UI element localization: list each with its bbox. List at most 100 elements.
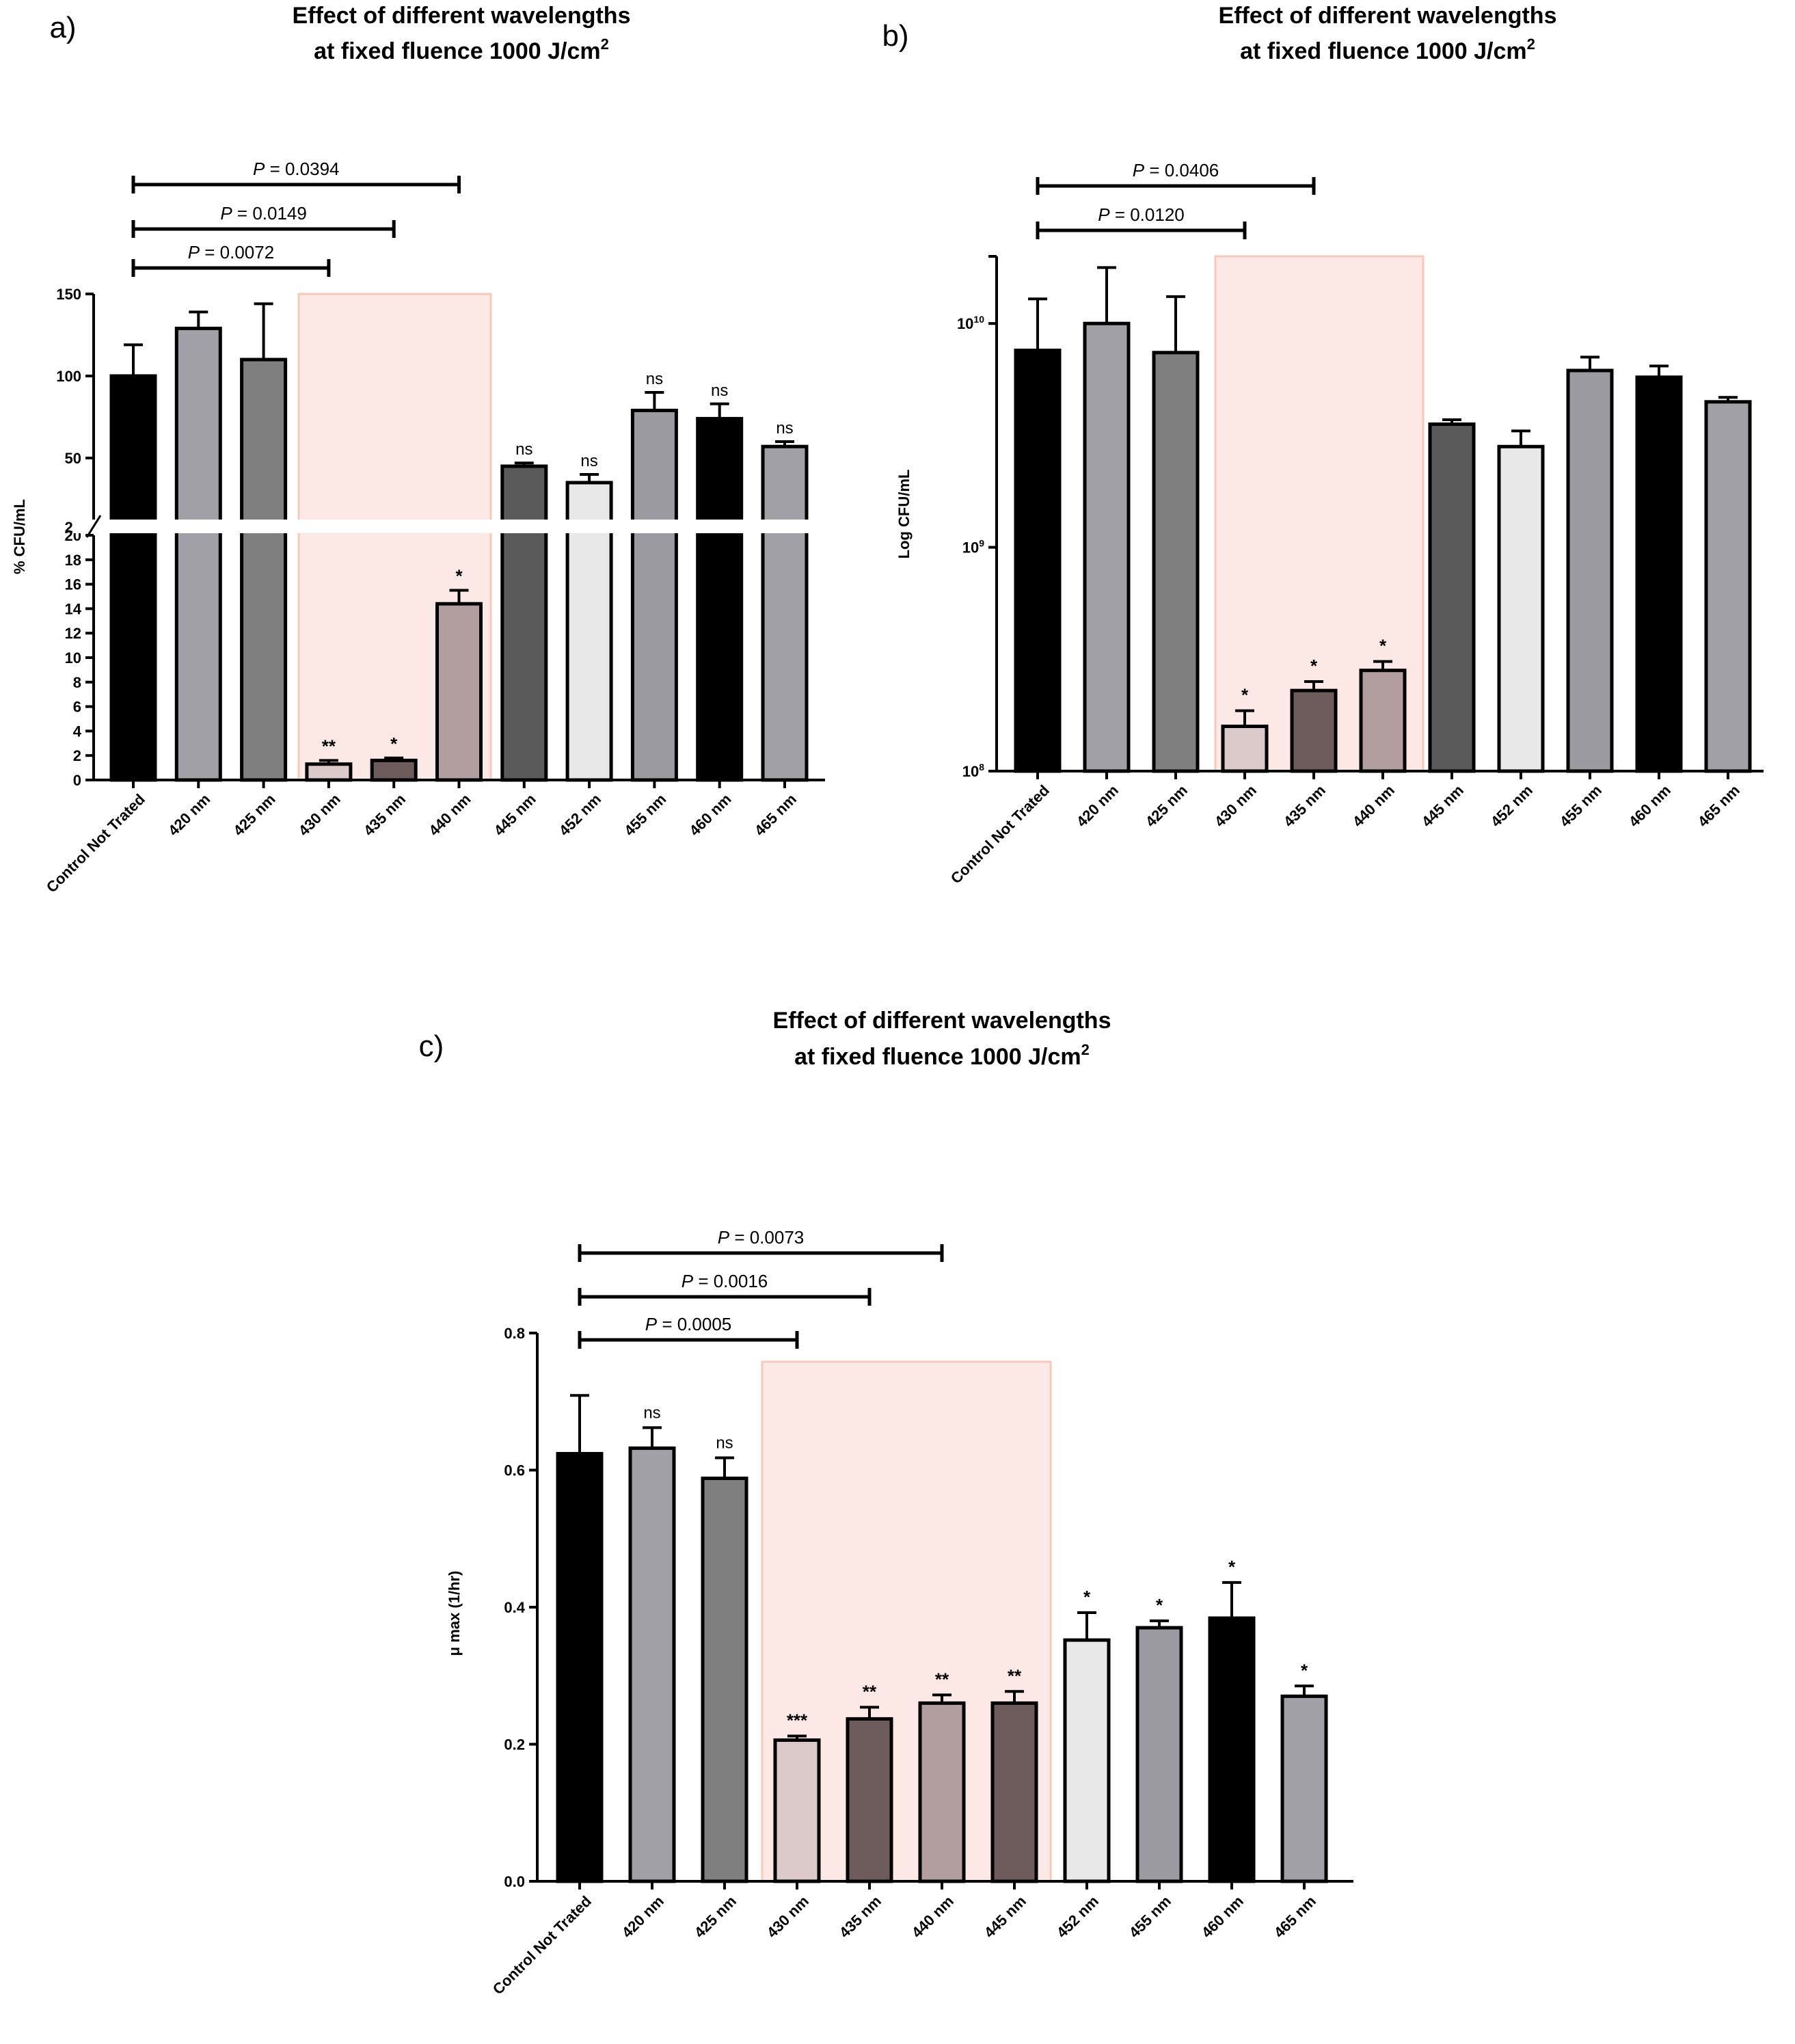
- x-tick-label: 430 nm: [295, 790, 344, 839]
- bracket-p-value: = 0.0406: [1144, 160, 1219, 180]
- panel-label-c: c): [419, 1030, 444, 1063]
- bracket-pvalue-0: P = 0.0394: [253, 159, 340, 179]
- bar-2: [240, 358, 288, 782]
- bracket-pvalue-1: P = 0.0149: [220, 203, 307, 224]
- x-tick-label: 440 nm: [1349, 781, 1398, 830]
- x-tick-label: 440 nm: [908, 1892, 957, 1941]
- title-text: at fixed fluence 1000 J/cm: [1240, 38, 1527, 64]
- significance-label-1: ns: [643, 1403, 660, 1422]
- significance-label-4: *: [390, 734, 398, 754]
- bar-0: [1014, 349, 1062, 773]
- chart-title-line1: Effect of different wavelengths: [773, 1008, 1111, 1034]
- bracket-pvalue-0: P = 0.0406: [1133, 160, 1219, 180]
- bar-8: [1566, 368, 1614, 773]
- x-tick-label: 425 nm: [691, 1892, 740, 1941]
- bracket-pvalue-1: P = 0.0120: [1098, 204, 1185, 225]
- y-tick-label: 150: [56, 286, 81, 303]
- y-tick-label: 0.8: [504, 1325, 525, 1342]
- significance-label-6: ns: [515, 440, 532, 459]
- bracket-p-symbol: P: [718, 1227, 730, 1248]
- bracket-p-value: = 0.0394: [265, 159, 339, 179]
- bracket-p-symbol: P: [1098, 204, 1110, 225]
- bracket-p-symbol: P: [645, 1314, 658, 1334]
- x-tick-label: Control Not Trated: [947, 781, 1053, 887]
- x-tick-label: Control Not Trated: [489, 1892, 595, 1998]
- panel-label-b: b): [882, 19, 908, 53]
- bar-3: [1221, 725, 1269, 773]
- x-tick-label: 445 nm: [1418, 781, 1467, 830]
- y-axis-title: % CFU/mL: [11, 499, 28, 574]
- tick-exponent: 10: [973, 314, 984, 325]
- y-tick-label: 0: [73, 772, 81, 789]
- bar-1: [1083, 321, 1131, 773]
- significance-label-7: *: [1083, 1587, 1091, 1607]
- bracket-p-value: = 0.0120: [1110, 204, 1185, 225]
- title-superscript: 2: [1527, 36, 1535, 53]
- x-tick-label: 465 nm: [1695, 781, 1743, 830]
- x-tick-label: 435 nm: [360, 790, 409, 839]
- axis-break-mark: [85, 515, 102, 538]
- y-tick-label: 6: [73, 699, 81, 716]
- bracket-pvalue-2: P = 0.0005: [645, 1314, 732, 1334]
- x-tick-label: 425 nm: [1142, 781, 1191, 830]
- bar-8: [1135, 1626, 1183, 1883]
- y-axis-title-text: max (1/hr): [446, 1571, 463, 1643]
- y-tick-label: 14: [65, 600, 82, 617]
- bar-7: [1497, 444, 1545, 773]
- significance-label-7: ns: [580, 452, 597, 470]
- tick-base: 10: [962, 763, 979, 780]
- title-superscript: 2: [601, 36, 609, 53]
- x-tick-label: 435 nm: [836, 1892, 885, 1941]
- significance-label-5: *: [1379, 636, 1387, 656]
- y-tick-label: 100: [56, 368, 81, 385]
- y-tick-label: 108: [962, 762, 984, 780]
- x-tick-label: 420 nm: [1073, 781, 1122, 830]
- y-tick-label: 8: [73, 674, 81, 691]
- bar-7: [1063, 1638, 1111, 1883]
- bar-1: [174, 326, 222, 782]
- bar-6: [990, 1701, 1038, 1883]
- y-axis-title: Log CFU/mL: [895, 470, 913, 559]
- bar-2: [1152, 351, 1200, 773]
- bracket-p-symbol: P: [253, 159, 265, 179]
- title-superscript: 2: [1081, 1041, 1090, 1058]
- x-tick-label: 430 nm: [1211, 781, 1260, 830]
- significance-label-10: *: [1301, 1660, 1308, 1680]
- significance-label-4: *: [1310, 656, 1318, 676]
- y-tick-label: 0.4: [504, 1599, 525, 1616]
- chart-panel-c: c) Effect of different wavelengths at fixe…: [419, 1008, 1353, 1998]
- chart-title-line2: at fixed fluence 1000 J/cm2: [314, 36, 609, 64]
- title-text: at fixed fluence 1000 J/cm: [794, 1044, 1081, 1070]
- bracket-pvalue-0: P = 0.0073: [718, 1227, 805, 1248]
- chart-title-line1: Effect of different wavelengths: [1219, 3, 1557, 29]
- y-tick-label: 16: [65, 576, 81, 593]
- tick-exponent: 9: [979, 538, 984, 549]
- bar-9: [1208, 1616, 1256, 1883]
- significance-label-3: *: [1241, 685, 1249, 705]
- bracket-p-symbol: P: [681, 1271, 694, 1291]
- x-tick-label: 460 nm: [1625, 781, 1674, 830]
- y-tick-label: 1010: [957, 314, 984, 332]
- x-tick-label: 420 nm: [619, 1892, 667, 1941]
- y-tick-label: 10: [65, 649, 81, 667]
- bracket-p-value: = 0.0005: [657, 1314, 731, 1334]
- x-tick-label: Control Not Trated: [43, 790, 148, 896]
- x-tick-label: 455 nm: [1126, 1892, 1174, 1941]
- bar-6: [500, 464, 548, 782]
- bar-0: [556, 1451, 604, 1883]
- significance-label-5: **: [935, 1669, 949, 1689]
- x-tick-label: 452 nm: [556, 790, 604, 839]
- chart-title-line1: Effect of different wavelengths: [293, 3, 631, 29]
- significance-label-2: ns: [716, 1434, 733, 1452]
- x-tick-label: 455 nm: [621, 790, 669, 839]
- significance-label-3: ***: [787, 1710, 808, 1730]
- significance-label-3: **: [322, 736, 336, 756]
- bar-3: [773, 1738, 821, 1883]
- bar-10: [1280, 1694, 1328, 1883]
- x-tick-label: 455 nm: [1556, 781, 1605, 830]
- y-tick-label: 18: [65, 552, 81, 569]
- significance-label-8: *: [1156, 1595, 1163, 1615]
- bar-10: [1704, 400, 1752, 773]
- bracket-pvalue-2: P = 0.0072: [188, 242, 275, 263]
